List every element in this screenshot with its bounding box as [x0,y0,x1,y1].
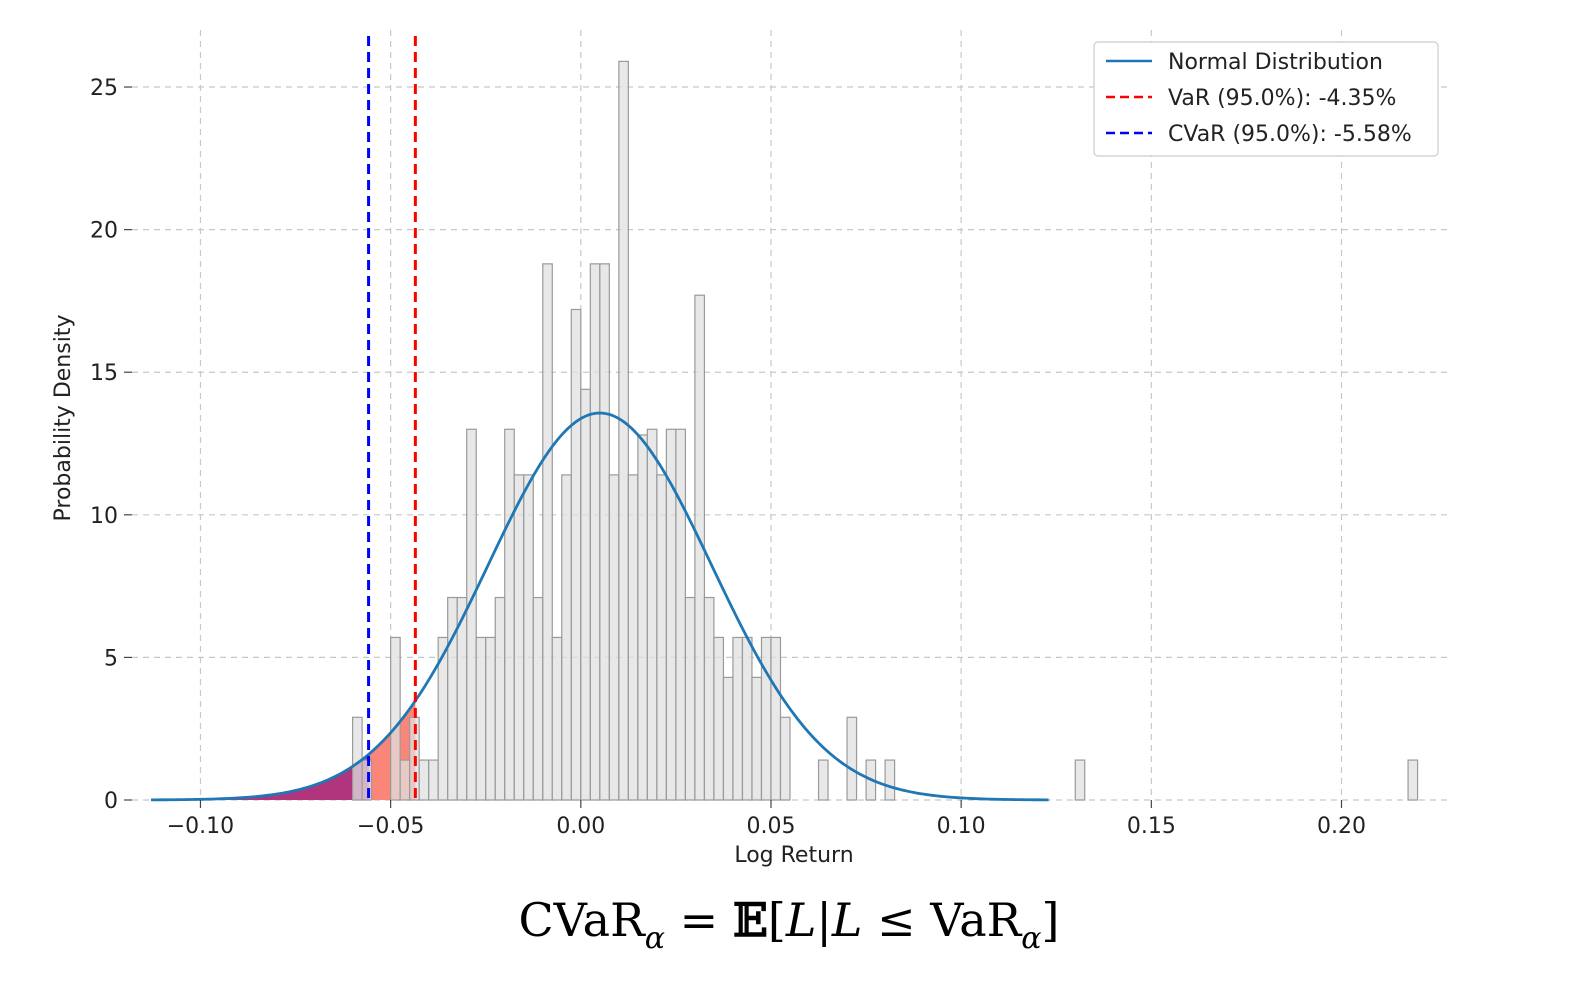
histogram-bar [599,263,610,801]
histogram-bar [570,308,582,801]
formula-expectation: 𝔼 [732,893,768,947]
histogram-bar [675,428,687,801]
normal-curve-line [151,411,1049,802]
chart: −0.10 −0.05 0.00 0.05 0.10 0.15 0.20 0 5 10 15 20 25… [51,30,1448,868]
histogram-bar [561,474,572,801]
histogram-bar [770,636,782,801]
histogram-bar [732,636,744,801]
histogram-bar [447,596,458,801]
histogram-bar [684,596,696,801]
legend: Normal Distribution VaR (95.0%): -4.35% … [1093,41,1439,157]
histogram-bar [637,434,648,801]
histogram-bar [542,263,553,801]
y-tick-label: 10 [90,504,118,529]
x-tick-label: −0.10 [167,814,234,839]
histogram-bar [760,636,772,801]
histogram-bar [399,759,411,801]
legend-box [1093,41,1439,157]
x-axis-label: Log Return [734,843,853,868]
formula-leq: ≤ [862,893,931,947]
histogram-bar [703,596,715,801]
x-tick-label: 0.00 [556,814,605,839]
y-tick-label: 0 [104,789,118,814]
legend-cvar-label: CVaR (95.0%): -5.58% [1168,122,1412,147]
histogram-bar [589,263,601,801]
cvar-tail-area [151,754,369,800]
histogram-bar [390,636,401,801]
histogram-bar [656,474,667,801]
legend-normal-label: Normal Distribution [1168,50,1383,75]
histogram-bar [513,474,525,801]
x-tick-label: 0.05 [746,814,795,839]
x-tick-label: 0.10 [937,814,986,839]
tail-shading [151,700,416,800]
histogram-bar [523,474,534,801]
histogram-bar [485,636,496,801]
formula-alpha-2: α [1021,921,1042,956]
formula-alpha-1: α [644,921,666,956]
histogram-bar [580,388,591,801]
formula-loss-1: L [785,893,817,947]
histogram-bar [884,759,896,801]
y-tick-label: 5 [104,646,118,671]
histogram-bar [1407,759,1419,801]
histogram-bar [618,60,629,801]
histogram-bar [1074,759,1086,801]
y-tick-label: 25 [90,76,118,101]
histogram-bar [361,759,373,801]
histogram-bar [532,596,544,801]
var-tail-area [151,700,416,800]
histogram-bar [846,716,858,801]
histogram-bars [352,60,1419,801]
histogram-bar [608,474,620,801]
y-axis-label: Probability Density [51,315,76,522]
formula-bracket-open: [ [767,893,786,947]
histogram-bar [713,636,725,801]
histogram-bar [418,759,430,801]
histogram-bar [741,636,753,801]
x-tick-label: 0.15 [1127,814,1176,839]
histogram-bar [475,636,487,801]
histogram-bar [551,636,563,801]
legend-var-label: VaR (95.0%): -4.35% [1168,86,1396,111]
histogram-bar [504,428,515,801]
cvar-formula: CVaRα = 𝔼[L|L ≤ VaRα] [0,880,1578,960]
y-tick-label: 15 [90,361,118,386]
histogram-bar [466,428,477,801]
formula-cvar: CVaR [518,893,645,947]
formula-equals: = [665,893,733,947]
formula-var: VaR [930,893,1022,947]
formula-loss-2: L [831,893,863,947]
y-tick-label: 20 [90,219,118,244]
histogram-bar [627,474,639,801]
axes: −0.10 −0.05 0.00 0.05 0.10 0.15 0.20 0 5 10 15 20 25 [90,76,1366,839]
histogram-bar [722,676,734,801]
x-tick-label: 0.20 [1317,814,1366,839]
x-tick-label: −0.05 [357,814,424,839]
histogram-bar [428,759,439,801]
histogram-bar [352,716,363,801]
formula-given: | [816,893,832,947]
histogram-bar [646,428,658,801]
histogram-bar [751,676,763,801]
histogram-bar [779,716,791,801]
normal-curve [151,411,1049,802]
histogram-bar [817,759,829,801]
histogram-bar [494,596,506,801]
formula-bracket-close: ] [1041,893,1060,947]
